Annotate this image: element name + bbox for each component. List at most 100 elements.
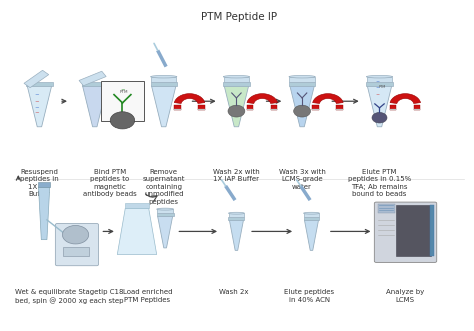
- Bar: [366, 82, 392, 86]
- Ellipse shape: [223, 75, 250, 78]
- FancyBboxPatch shape: [374, 202, 437, 262]
- Bar: [26, 82, 53, 86]
- Polygon shape: [82, 86, 107, 127]
- Ellipse shape: [151, 75, 177, 78]
- Ellipse shape: [289, 75, 315, 78]
- Bar: [414, 109, 420, 110]
- FancyBboxPatch shape: [55, 223, 99, 266]
- Polygon shape: [229, 220, 244, 250]
- Text: Wet & equilibrate Stagetip C18
bed, spin @ 2000 xg each step: Wet & equilibrate Stagetip C18 bed, spin…: [15, 289, 123, 304]
- Polygon shape: [27, 86, 52, 127]
- Circle shape: [63, 225, 89, 244]
- Polygon shape: [290, 86, 314, 127]
- Polygon shape: [247, 94, 277, 104]
- Text: Wash 3x with
LCMS-grade
water: Wash 3x with LCMS-grade water: [279, 169, 326, 190]
- Bar: [390, 105, 396, 110]
- Polygon shape: [174, 94, 205, 104]
- Bar: [157, 209, 173, 213]
- Text: Analyze by
LCMS: Analyze by LCMS: [386, 289, 424, 303]
- Bar: [198, 105, 205, 110]
- Bar: [63, 247, 89, 256]
- Bar: [337, 105, 343, 110]
- Ellipse shape: [157, 208, 173, 210]
- Circle shape: [372, 113, 387, 123]
- Text: PTM: PTM: [120, 90, 128, 94]
- Bar: [38, 182, 50, 187]
- Bar: [414, 105, 420, 110]
- Bar: [229, 213, 244, 217]
- Text: ~: ~: [375, 92, 379, 97]
- Polygon shape: [161, 235, 169, 247]
- Bar: [174, 109, 181, 110]
- Bar: [82, 82, 108, 86]
- Bar: [289, 82, 315, 86]
- Polygon shape: [309, 241, 314, 250]
- Polygon shape: [30, 98, 49, 126]
- Circle shape: [228, 105, 245, 117]
- Bar: [396, 205, 431, 256]
- Bar: [271, 105, 277, 110]
- Bar: [304, 213, 319, 217]
- Ellipse shape: [303, 212, 319, 214]
- Text: ~: ~: [35, 99, 39, 104]
- Polygon shape: [24, 70, 49, 88]
- Bar: [312, 105, 319, 110]
- Text: ~: ~: [35, 105, 39, 110]
- Bar: [223, 82, 250, 86]
- Bar: [430, 205, 434, 256]
- Polygon shape: [152, 86, 176, 127]
- Bar: [174, 105, 181, 110]
- Text: Load enriched
PTM Peptides: Load enriched PTM Peptides: [123, 289, 172, 303]
- Bar: [151, 82, 177, 86]
- Text: Elute PTM
peptides in 0.15%
TFA; Ab remains
bound to beads: Elute PTM peptides in 0.15% TFA; Ab rema…: [348, 169, 411, 197]
- Bar: [247, 109, 254, 110]
- Text: Wash 2x: Wash 2x: [219, 289, 249, 295]
- Text: ~: ~: [375, 79, 379, 84]
- Bar: [228, 217, 245, 220]
- Polygon shape: [86, 100, 103, 126]
- Text: Bind PTM
peptides to
magnetic
antibody beads: Bind PTM peptides to magnetic antibody b…: [83, 169, 137, 197]
- Polygon shape: [313, 94, 343, 104]
- Bar: [378, 204, 394, 213]
- Bar: [151, 77, 176, 82]
- Text: Wash 2x with
1X IAP Buffer: Wash 2x with 1X IAP Buffer: [213, 169, 260, 182]
- Text: Resuspend
peptides in
1X IAP
Buffer: Resuspend peptides in 1X IAP Buffer: [20, 169, 59, 197]
- Bar: [312, 109, 319, 110]
- Text: PTM: PTM: [379, 85, 386, 89]
- Bar: [303, 217, 319, 220]
- Polygon shape: [304, 220, 319, 250]
- Bar: [390, 109, 396, 110]
- Bar: [337, 109, 343, 110]
- Text: Remove
supernatant
containing
unmodified
peptides: Remove supernatant containing unmodified…: [143, 169, 185, 205]
- Polygon shape: [157, 111, 170, 126]
- Bar: [271, 109, 277, 110]
- Polygon shape: [117, 208, 157, 255]
- Polygon shape: [158, 216, 173, 248]
- Polygon shape: [293, 100, 311, 126]
- Polygon shape: [390, 94, 420, 104]
- Polygon shape: [79, 71, 106, 86]
- Polygon shape: [367, 86, 392, 127]
- Bar: [224, 77, 249, 82]
- Polygon shape: [38, 187, 50, 240]
- Bar: [125, 204, 149, 208]
- Text: ~: ~: [375, 85, 379, 91]
- FancyBboxPatch shape: [101, 81, 144, 121]
- Circle shape: [110, 112, 135, 129]
- Bar: [247, 105, 254, 110]
- Polygon shape: [371, 100, 388, 126]
- Text: ~: ~: [35, 110, 39, 115]
- Polygon shape: [228, 100, 245, 126]
- Ellipse shape: [366, 75, 392, 78]
- Circle shape: [294, 105, 310, 117]
- Bar: [198, 109, 205, 110]
- Text: ~: ~: [35, 92, 39, 97]
- Text: Elute peptides
in 40% ACN: Elute peptides in 40% ACN: [284, 289, 334, 303]
- Polygon shape: [224, 86, 249, 127]
- Bar: [290, 77, 315, 82]
- Ellipse shape: [228, 212, 245, 214]
- Bar: [367, 77, 392, 82]
- Bar: [157, 213, 173, 216]
- Text: PTM Peptide IP: PTM Peptide IP: [201, 12, 277, 22]
- Text: ~: ~: [120, 87, 125, 92]
